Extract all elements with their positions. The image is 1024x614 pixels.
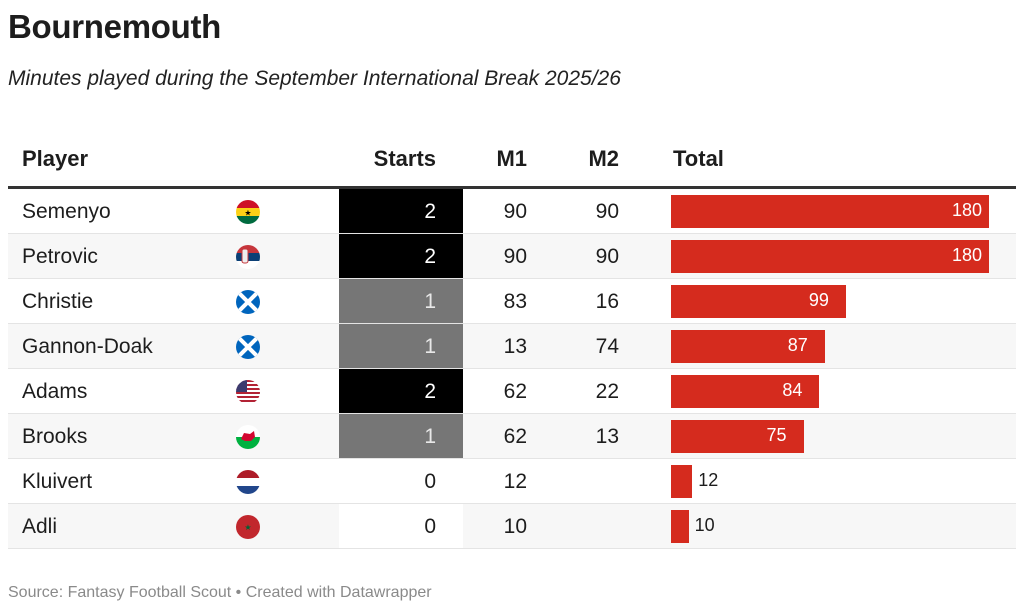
header-total[interactable]: Total — [673, 146, 724, 171]
m1-value: 90 — [503, 200, 527, 223]
starts-cell: 0 — [339, 459, 463, 503]
table-row: Brooks 1 62 13 75 — [8, 414, 1016, 459]
m2-value: 90 — [595, 245, 619, 268]
table-row: Semenyo ★ 2 90 90 180 — [8, 189, 1016, 234]
table-row: Adli ★ 0 10 10 — [8, 504, 1016, 549]
total-bar — [671, 465, 693, 498]
m2-value: 16 — [595, 290, 619, 313]
player-name: Adli — [22, 515, 58, 538]
total-label: 180 — [952, 245, 983, 265]
serbia-flag-icon — [236, 245, 260, 269]
m1-value: 13 — [503, 335, 527, 358]
svg-text:★: ★ — [244, 523, 251, 532]
m2-value: 13 — [595, 425, 619, 448]
player-name: Petrovic — [22, 245, 98, 268]
m2-value: 90 — [595, 200, 619, 223]
table-row: Kluivert 0 12 12 — [8, 459, 1016, 504]
player-name: Gannon-Doak — [22, 335, 153, 358]
total-bar — [671, 420, 804, 453]
morocco-flag-icon: ★ — [236, 515, 260, 539]
m1-value: 62 — [503, 425, 527, 448]
starts-cell: 2 — [339, 369, 463, 413]
player-name: Kluivert — [22, 470, 93, 493]
total-label: 75 — [766, 425, 787, 445]
m1-value: 90 — [503, 245, 527, 268]
total-label: 87 — [787, 335, 808, 355]
scotland-flag-icon — [236, 290, 260, 314]
m2-value: 22 — [595, 380, 619, 403]
ghana-flag-icon: ★ — [236, 200, 260, 224]
header-starts[interactable]: Starts — [373, 146, 436, 171]
starts-value: 2 — [424, 200, 436, 223]
table-row: Petrovic 2 90 90 180 — [8, 234, 1016, 279]
usa-flag-icon — [236, 380, 260, 404]
m1-value: 83 — [503, 290, 527, 313]
total-bar — [671, 240, 989, 273]
total-label: 10 — [694, 515, 715, 535]
total-bar — [671, 285, 846, 318]
starts-value: 0 — [424, 515, 436, 538]
total-label: 180 — [952, 200, 983, 220]
wales-flag-icon — [236, 425, 260, 449]
player-name: Semenyo — [22, 200, 111, 223]
total-label: 84 — [782, 380, 803, 400]
player-name: Christie — [22, 290, 94, 313]
player-name: Adams — [22, 380, 88, 403]
header-m2[interactable]: M2 — [588, 146, 619, 171]
svg-text:★: ★ — [244, 209, 251, 218]
minutes-table: Player Starts M1 M2 Total Semenyo ★ 2 90 90 1… — [8, 135, 1016, 549]
starts-value: 1 — [424, 335, 436, 358]
starts-value: 0 — [424, 470, 436, 493]
starts-value: 2 — [424, 245, 436, 268]
netherlands-flag-icon — [236, 470, 260, 494]
total-label: 99 — [808, 290, 829, 310]
source-note: Source: Fantasy Football Scout • Created… — [8, 584, 432, 601]
starts-cell: 2 — [339, 189, 463, 233]
total-bar — [671, 510, 689, 543]
starts-cell: 2 — [339, 234, 463, 278]
total-label: 12 — [698, 470, 719, 490]
table-row: Christie 1 83 16 99 — [8, 279, 1016, 324]
m2-value: 74 — [595, 335, 619, 358]
starts-value: 1 — [424, 290, 436, 313]
total-bar — [671, 330, 825, 363]
chart-title: Bournemouth — [8, 8, 222, 45]
starts-cell: 1 — [339, 414, 463, 458]
m1-value: 12 — [503, 470, 527, 493]
total-bar — [671, 195, 989, 228]
starts-value: 2 — [424, 380, 436, 403]
scotland-flag-icon — [236, 335, 260, 359]
m1-value: 10 — [503, 515, 527, 538]
table-row: Adams 2 62 22 84 — [8, 369, 1016, 414]
total-bar — [671, 375, 820, 408]
chart-subtitle: Minutes played during the September Inte… — [8, 67, 621, 90]
table-row: Gannon-Doak 1 13 74 87 — [8, 324, 1016, 369]
starts-cell: 1 — [339, 324, 463, 368]
table-header: Player Starts M1 M2 Total — [8, 135, 1016, 189]
header-m1[interactable]: M1 — [496, 146, 527, 171]
player-name: Brooks — [22, 425, 88, 448]
starts-cell: 0 — [339, 504, 463, 548]
m1-value: 62 — [503, 380, 527, 403]
starts-value: 1 — [424, 425, 436, 448]
starts-cell: 1 — [339, 279, 463, 323]
header-player[interactable]: Player — [22, 146, 89, 171]
